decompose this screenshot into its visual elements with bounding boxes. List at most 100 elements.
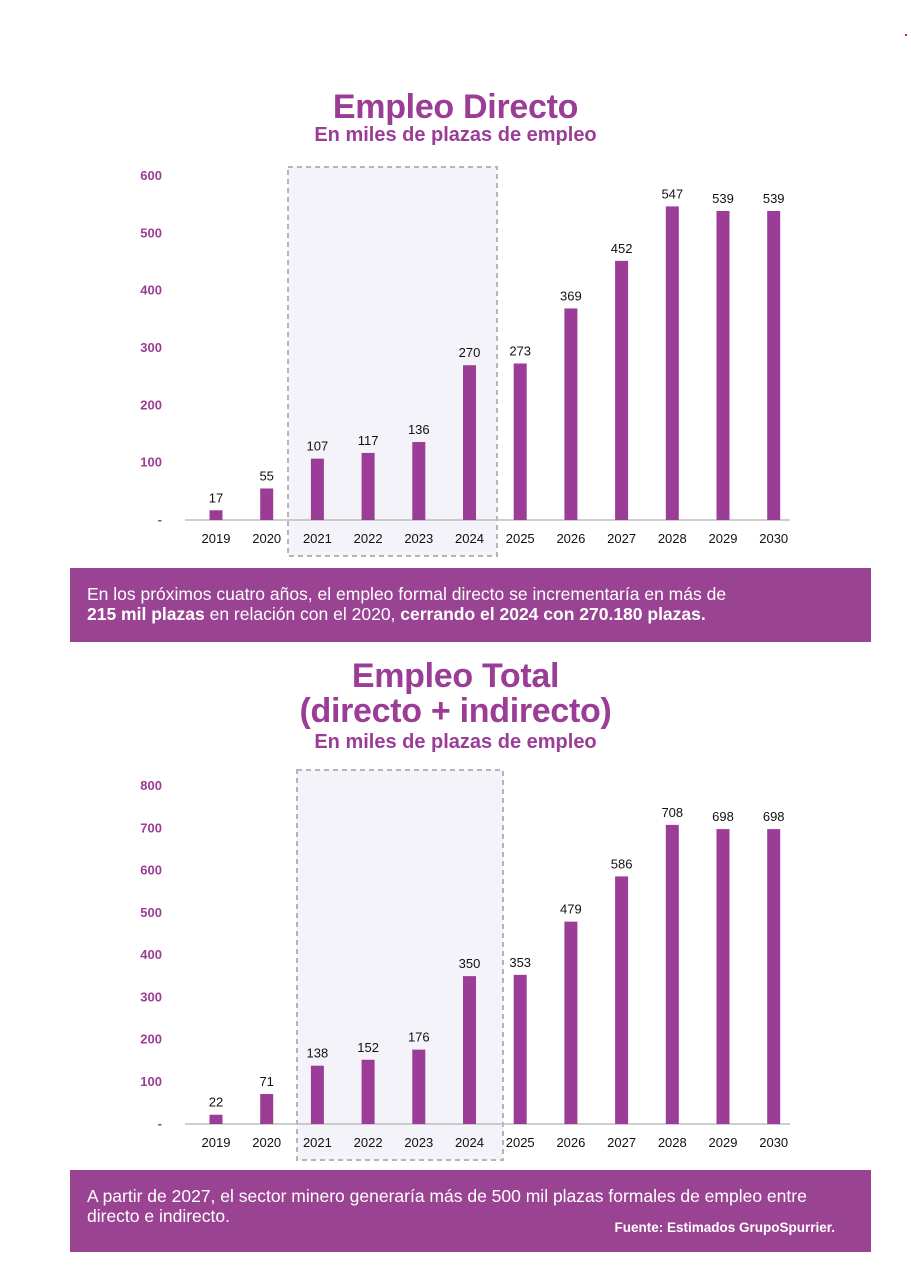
- y-tick-label: 300: [140, 340, 162, 355]
- bar: [665, 206, 679, 520]
- value-label: 176: [408, 1030, 430, 1045]
- x-tick-label: 2030: [759, 531, 788, 546]
- bar: [716, 210, 730, 520]
- y-tick-label: -: [158, 512, 162, 527]
- y-tick-label: 700: [140, 820, 162, 835]
- bar: [209, 1114, 223, 1124]
- chart2-title-line1: Empleo Total: [351, 657, 560, 695]
- value-label: 350: [459, 956, 481, 971]
- corner-dot: [905, 34, 907, 36]
- y-tick-label: 500: [140, 905, 162, 920]
- value-label: 55: [259, 468, 273, 483]
- value-label: 22: [209, 1095, 223, 1110]
- bar: [310, 1065, 324, 1124]
- banner1-line2: 215 mil plazas en relación con el 2020, …: [87, 604, 853, 624]
- banner-directo: En los próximos cuatro años, el empleo f…: [70, 568, 871, 642]
- bar: [665, 824, 679, 1124]
- x-tick-label: 2022: [354, 531, 383, 546]
- bar: [767, 210, 781, 520]
- value-label: 698: [763, 809, 785, 824]
- value-label: 547: [661, 186, 683, 201]
- bar: [615, 876, 629, 1124]
- chart2-subtitle: En miles de plazas de empleo: [314, 731, 597, 753]
- x-tick-label: 2019: [202, 531, 231, 546]
- value-label: 708: [661, 805, 683, 820]
- y-tick-label: 100: [140, 455, 162, 470]
- x-tick-label: 2023: [404, 1135, 433, 1150]
- x-tick-label: 2029: [709, 531, 738, 546]
- x-tick-label: 2030: [759, 1135, 788, 1150]
- y-tick-label: 400: [140, 283, 162, 298]
- value-label: 452: [611, 241, 633, 256]
- x-tick-label: 2024: [455, 1135, 484, 1150]
- value-label: 136: [408, 422, 430, 437]
- x-tick-label: 2019: [202, 1135, 231, 1150]
- source-note: Fuente: Estimados GrupoSpurrier.: [614, 1220, 835, 1235]
- x-tick-label: 2028: [658, 1135, 687, 1150]
- value-label: 71: [259, 1074, 273, 1089]
- x-tick-label: 2020: [252, 531, 281, 546]
- bar: [412, 442, 426, 520]
- y-tick-label: 100: [140, 1074, 162, 1089]
- value-label: 353: [509, 955, 531, 970]
- value-label: 586: [611, 856, 633, 871]
- value-label: 138: [307, 1046, 329, 1061]
- x-tick-label: 2026: [556, 531, 585, 546]
- x-tick-label: 2020: [252, 1135, 281, 1150]
- x-tick-label: 2025: [506, 1135, 535, 1150]
- chart2-plot: - 100 200 300 400 500 600 700 800 22 2019 71 2020 138…: [140, 769, 790, 1161]
- y-tick-label: 400: [140, 947, 162, 962]
- chart2-title-line2: (directo + indirecto): [299, 692, 612, 730]
- y-tick-label: 800: [140, 778, 162, 793]
- bar: [463, 365, 476, 520]
- chart1-subtitle: En miles de plazas de empleo: [314, 124, 597, 146]
- banner1-bold1: 215 mil plazas: [87, 604, 205, 624]
- value-label: 369: [560, 288, 582, 303]
- y-tick-label: 300: [140, 989, 162, 1004]
- banner1-line1: En los próximos cuatro años, el empleo f…: [87, 584, 727, 604]
- chart1-title: Empleo Directo: [332, 88, 579, 126]
- value-label: 479: [560, 902, 582, 917]
- y-tick-label: 500: [140, 225, 162, 240]
- x-tick-label: 2025: [506, 531, 535, 546]
- bar: [716, 829, 730, 1124]
- bar: [767, 829, 781, 1124]
- bar: [361, 1059, 375, 1124]
- value-label: 17: [209, 490, 223, 505]
- x-tick-label: 2021: [303, 1135, 332, 1150]
- x-tick-label: 2027: [607, 531, 636, 546]
- value-label: 539: [763, 191, 785, 206]
- bar: [412, 1049, 426, 1124]
- x-tick-label: 2027: [607, 1135, 636, 1150]
- x-tick-label: 2024: [455, 531, 484, 546]
- bar: [310, 458, 324, 520]
- banner2-text: A partir de 2027, el sector minero gener…: [87, 1186, 807, 1226]
- x-tick-label: 2029: [709, 1135, 738, 1150]
- value-label: 152: [357, 1040, 379, 1055]
- x-tick-label: 2026: [556, 1135, 585, 1150]
- bar: [361, 452, 375, 520]
- bar: [260, 488, 274, 520]
- bar: [564, 308, 578, 520]
- bar: [513, 974, 527, 1124]
- bar: [513, 363, 527, 520]
- y-tick-label: 600: [140, 168, 162, 183]
- y-tick-label: 200: [140, 1032, 162, 1047]
- x-tick-label: 2021: [303, 531, 332, 546]
- banner1-text2: en relación con el 2020,: [204, 604, 401, 624]
- x-tick-label: 2028: [658, 531, 687, 546]
- bar: [209, 510, 223, 520]
- bar: [463, 976, 476, 1124]
- value-label: 273: [509, 343, 531, 358]
- y-tick-label: 200: [140, 397, 162, 412]
- value-label: 107: [307, 439, 329, 454]
- value-label: 117: [358, 433, 379, 448]
- y-tick-label: -: [158, 1116, 162, 1131]
- x-tick-label: 2023: [404, 531, 433, 546]
- banner-total: A partir de 2027, el sector minero gener…: [70, 1170, 871, 1252]
- value-label: 270: [459, 345, 481, 360]
- bar: [615, 260, 629, 520]
- banner1-bold2: cerrando el 2024 con 270.180 plazas.: [400, 604, 706, 624]
- value-label: 698: [712, 809, 734, 824]
- y-tick-label: 600: [140, 863, 162, 878]
